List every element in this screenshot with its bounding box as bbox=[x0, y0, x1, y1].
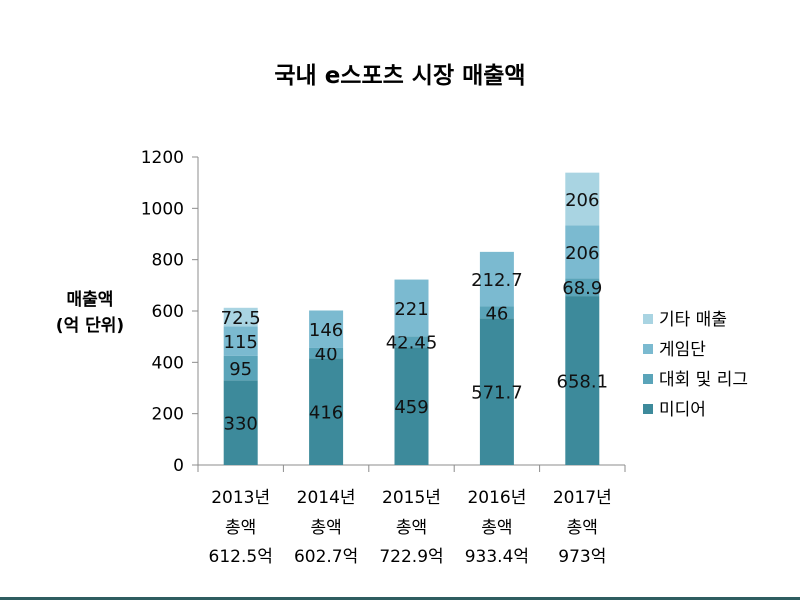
data-label: 212.7 bbox=[471, 270, 523, 291]
x-category-label: 2015년 bbox=[382, 488, 441, 508]
data-label: 206 bbox=[565, 190, 599, 211]
bar-segment bbox=[223, 326, 258, 356]
y-axis-label-line-2: (억 단위) bbox=[55, 316, 125, 336]
legend-swatch bbox=[643, 314, 653, 324]
y-tick-label: 200 bbox=[152, 405, 184, 425]
bar-segment bbox=[479, 318, 514, 465]
x-category-total: 973억 bbox=[558, 547, 606, 567]
y-tick-label: 400 bbox=[152, 353, 184, 373]
legend-label: 미디어 bbox=[659, 400, 706, 420]
data-label: 146 bbox=[309, 320, 343, 341]
chart-title: 국내 e스포츠 시장 매출액 bbox=[274, 63, 526, 89]
bar-segment bbox=[394, 347, 429, 465]
legend-swatch bbox=[643, 344, 653, 354]
bar-segment bbox=[479, 251, 514, 307]
data-label: 416 bbox=[309, 403, 343, 424]
x-category-sublabel: 총액 bbox=[481, 518, 512, 538]
legend-label: 대회 및 리그 bbox=[659, 370, 748, 390]
data-label: 206 bbox=[565, 243, 599, 264]
data-label: 42.45 bbox=[386, 333, 438, 354]
bar-segment bbox=[309, 358, 344, 465]
bar-segment bbox=[223, 380, 258, 465]
data-label: 571.7 bbox=[471, 383, 523, 404]
data-label: 72.5 bbox=[221, 308, 261, 329]
data-label: 40 bbox=[315, 344, 338, 365]
y-tick-label: 1000 bbox=[141, 199, 184, 219]
bar-segment bbox=[309, 347, 344, 359]
y-tick-label: 1200 bbox=[141, 148, 184, 168]
y-axis-label: 매출액 (억 단위) bbox=[30, 287, 150, 339]
data-label: 658.1 bbox=[557, 372, 609, 393]
x-category-total: 612.5억 bbox=[209, 547, 273, 567]
bar-segment bbox=[394, 336, 429, 348]
x-category-sublabel: 총액 bbox=[310, 518, 341, 538]
data-label: 330 bbox=[224, 414, 258, 435]
legend-swatch bbox=[643, 374, 653, 384]
x-category-total: 602.7억 bbox=[294, 547, 358, 567]
x-category-sublabel: 총액 bbox=[567, 518, 598, 538]
data-label: 115 bbox=[224, 332, 258, 353]
bar-segment bbox=[309, 310, 344, 348]
x-category-sublabel: 총액 bbox=[396, 518, 427, 538]
x-category-label: 2016년 bbox=[467, 488, 526, 508]
y-tick-label: 0 bbox=[173, 456, 184, 476]
y-tick-label: 600 bbox=[152, 302, 184, 322]
bar-segment bbox=[223, 355, 258, 381]
bar-segment bbox=[565, 278, 600, 297]
bar-segment bbox=[394, 279, 429, 337]
y-axis-label-line-1: 매출액 bbox=[66, 290, 114, 310]
data-label: 46 bbox=[485, 303, 508, 324]
x-category-total: 722.9억 bbox=[379, 547, 443, 567]
data-label: 459 bbox=[394, 397, 428, 418]
x-category-label: 2014년 bbox=[297, 488, 356, 508]
bar-segment bbox=[565, 296, 600, 465]
bar-segment bbox=[565, 225, 600, 279]
legend-label: 게임단 bbox=[659, 340, 706, 360]
bottom-divider bbox=[0, 597, 800, 600]
y-tick-label: 800 bbox=[152, 251, 184, 271]
legend-label: 기타 매출 bbox=[659, 310, 727, 330]
x-category-sublabel: 총액 bbox=[225, 518, 256, 538]
bar-segment bbox=[479, 306, 514, 319]
bar-segment bbox=[223, 307, 258, 327]
x-category-label: 2017년 bbox=[553, 488, 612, 508]
bar-segment bbox=[565, 172, 600, 226]
data-label: 68.9 bbox=[562, 278, 602, 299]
data-label: 95 bbox=[229, 359, 252, 380]
data-label: 221 bbox=[394, 299, 428, 320]
x-category-total: 933.4억 bbox=[465, 547, 529, 567]
x-category-label: 2013년 bbox=[211, 488, 270, 508]
legend-swatch bbox=[643, 404, 653, 414]
